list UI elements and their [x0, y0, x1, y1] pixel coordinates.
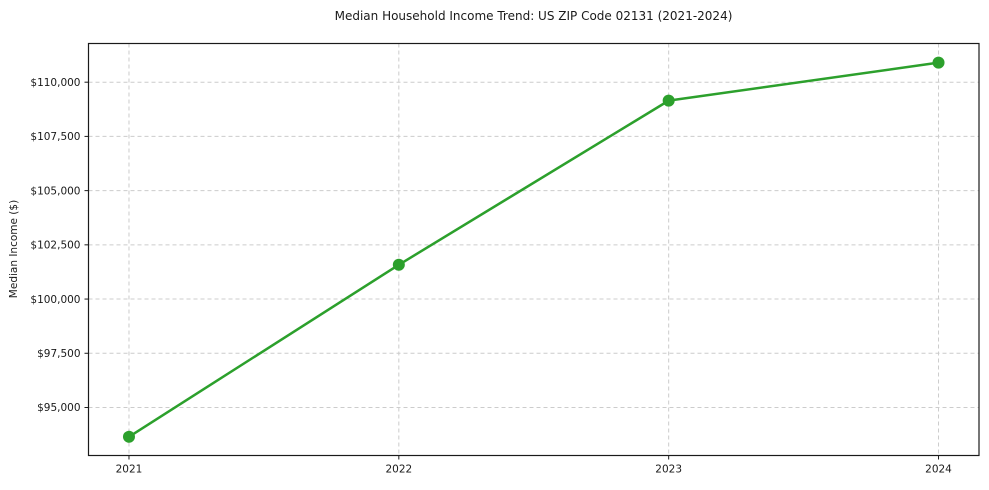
data-point-2024: [932, 56, 945, 69]
y-tick-label: $102,500: [30, 240, 80, 252]
data-point-2021: [122, 430, 135, 443]
y-tick-label: $107,500: [30, 131, 80, 143]
y-axis-label: Median Income ($): [8, 199, 20, 299]
x-tick-label: 2024: [925, 464, 952, 476]
y-tick-label: $110,000: [30, 77, 80, 89]
y-tick-label: $97,500: [37, 348, 80, 360]
x-tick-label: 2021: [116, 464, 143, 476]
x-tick-label: 2022: [385, 464, 412, 476]
trend-line: [127, 61, 940, 439]
x-tick-label: 2023: [655, 464, 682, 476]
y-tick-label: $100,000: [30, 294, 80, 306]
y-tick-label: $105,000: [30, 185, 80, 197]
data-point-2023: [662, 94, 675, 107]
y-tick-label: $95,000: [37, 402, 80, 414]
chart-title: Median Household Income Trend: US ZIP Co…: [334, 9, 733, 23]
data-point-2022: [392, 258, 405, 271]
plot-border: [87, 42, 980, 457]
